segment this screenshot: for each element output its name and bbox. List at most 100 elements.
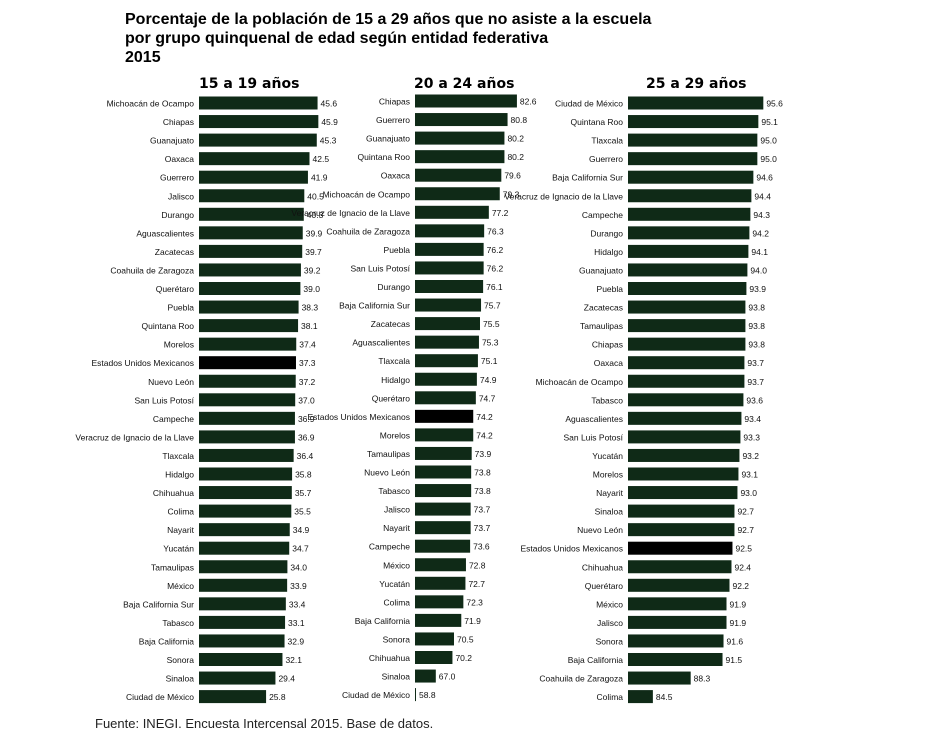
value-label: 72.3 <box>466 597 483 607</box>
value-label: 93.0 <box>740 488 757 498</box>
value-label: 92.7 <box>737 507 754 517</box>
value-label: 73.7 <box>474 523 491 533</box>
bar-national <box>628 541 733 555</box>
value-label: 93.4 <box>744 414 761 424</box>
bar <box>199 207 304 221</box>
bar <box>628 282 747 295</box>
value-label: 75.5 <box>483 319 500 329</box>
value-label: 92.5 <box>735 544 752 554</box>
value-label: 58.8 <box>419 690 436 700</box>
category-label: Campeche <box>369 542 410 552</box>
bar <box>628 430 741 444</box>
value-label: 39.0 <box>303 284 320 294</box>
value-label: 37.3 <box>299 358 316 368</box>
category-label: Campeche <box>582 210 623 220</box>
bar <box>199 448 294 462</box>
panel-3: Ciudad de México 95.6 Quintana Roo 95.1 Tlax… <box>504 96 783 704</box>
bar <box>628 152 758 166</box>
category-label: Chiapas <box>163 117 194 127</box>
category-label: Quintana Roo <box>142 321 195 331</box>
value-label: 95.0 <box>760 136 777 146</box>
bar <box>199 300 299 314</box>
bar <box>415 521 471 535</box>
panel-title-15-19: 15 a 19 años <box>199 76 300 92</box>
category-label: Guerrero <box>160 173 194 183</box>
category-label: Tabasco <box>162 618 194 628</box>
chart-title-line-1: Porcentaje de la población de 15 a 29 añ… <box>125 11 652 28</box>
category-label: Aguascalientes <box>136 228 194 238</box>
bar <box>415 688 416 702</box>
value-label: 73.8 <box>474 468 491 478</box>
value-label: 93.1 <box>741 470 758 480</box>
bar <box>628 411 742 425</box>
bar <box>628 319 746 333</box>
category-label: Michoacán de Ocampo <box>536 377 624 387</box>
category-label: Hidalgo <box>594 247 623 257</box>
value-label: 45.9 <box>321 117 338 127</box>
value-label: 92.2 <box>732 581 749 591</box>
value-label: 80.2 <box>507 152 524 162</box>
category-label: Hidalgo <box>165 470 194 480</box>
value-label: 72.8 <box>469 560 486 570</box>
value-label: 72.7 <box>468 579 485 589</box>
bar <box>628 244 749 258</box>
category-label: Michoacán de Ocampo <box>107 99 195 109</box>
category-label: Nuevo León <box>577 525 623 535</box>
bar <box>628 189 752 203</box>
bar <box>415 113 508 127</box>
value-label: 79.3 <box>503 189 520 199</box>
category-label: Tamaulipas <box>367 449 410 459</box>
chart-title: Porcentaje de la población de 15 a 29 añ… <box>125 10 651 67</box>
value-label: 91.6 <box>727 636 744 646</box>
bar <box>199 393 296 407</box>
bar <box>415 261 484 275</box>
panel-title-20-24: 20 a 24 años <box>414 76 515 92</box>
value-label: 71.9 <box>464 616 481 626</box>
category-label: Chiapas <box>379 97 410 107</box>
category-label: Guerrero <box>589 154 623 164</box>
value-label: 73.7 <box>474 505 491 515</box>
bar <box>199 560 288 574</box>
value-label: 94.6 <box>756 173 773 183</box>
category-label: San Luis Potosí <box>134 395 194 405</box>
value-label: 74.2 <box>476 430 493 440</box>
value-label: 76.2 <box>487 263 504 273</box>
bar <box>199 96 318 110</box>
bar <box>415 539 471 553</box>
category-label: México <box>596 599 623 609</box>
category-label: Chihuahua <box>153 488 194 498</box>
bar <box>628 634 724 648</box>
category-label: Ciudad de México <box>555 99 623 109</box>
category-label: Sinaloa <box>382 672 411 682</box>
value-label: 70.5 <box>457 634 474 644</box>
bar <box>628 653 723 666</box>
bar <box>415 242 484 256</box>
category-label: Yucatán <box>163 544 194 554</box>
category-label: Zacatecas <box>584 303 623 313</box>
bar-national <box>199 356 296 370</box>
bar <box>199 523 290 537</box>
category-label: Guerrero <box>376 115 410 125</box>
bar <box>199 541 290 555</box>
category-label: Nuevo León <box>364 468 410 478</box>
value-label: 45.6 <box>321 99 338 109</box>
category-label: Nayarit <box>167 525 195 535</box>
bar <box>628 560 732 574</box>
bar <box>415 131 505 145</box>
value-label: 29.4 <box>278 674 295 684</box>
value-label: 92.7 <box>737 525 754 535</box>
value-label: 36.9 <box>298 414 315 424</box>
bar <box>199 430 295 444</box>
value-label: 39.2 <box>304 265 321 275</box>
bar <box>628 486 738 500</box>
value-label: 91.9 <box>730 599 747 609</box>
panel-2: Chiapas 82.6 Guerrero 80.8 Guanajuato 80.2 Qui… <box>291 94 537 702</box>
value-label: 88.3 <box>694 674 711 684</box>
value-label: 32.9 <box>288 636 305 646</box>
bar <box>199 133 317 147</box>
bar <box>415 335 479 349</box>
value-label: 70.2 <box>455 653 472 663</box>
value-label: 37.4 <box>299 340 316 350</box>
category-label: Sonora <box>383 634 411 644</box>
